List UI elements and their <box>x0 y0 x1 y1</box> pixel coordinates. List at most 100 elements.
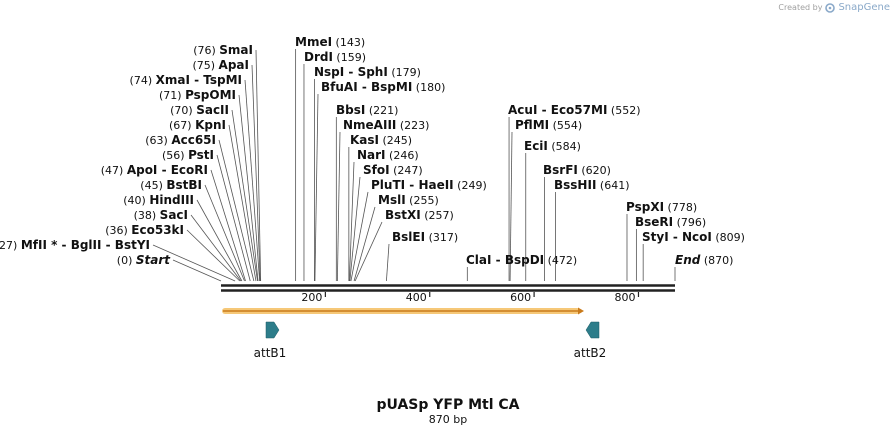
site-bsshii[interactable]: BssHII (641) <box>554 178 629 192</box>
site-label[interactable]: (27) MfII * - BglII - BstYI <box>0 238 150 252</box>
site-kpni[interactable]: (67) KpnI <box>169 118 226 132</box>
site-label[interactable]: PluTI - HaeII (249) <box>371 178 487 192</box>
site-pspxi[interactable]: PspXI (778) <box>626 200 697 214</box>
site-label[interactable]: KasI (245) <box>350 133 412 147</box>
site-clai[interactable]: ClaI - BspDI (472) <box>466 253 577 267</box>
site-label[interactable]: (75) ApaI <box>192 58 249 72</box>
site-nari[interactable]: NarI (246) <box>357 148 419 162</box>
site-bsrfi[interactable]: BsrFI (620) <box>543 163 611 177</box>
site-hindiii[interactable]: (40) HindIII <box>123 193 194 207</box>
site-label[interactable]: BssHII (641) <box>554 178 629 192</box>
site-label[interactable]: DrdI (159) <box>304 50 366 64</box>
site-position: (70) <box>170 104 196 117</box>
enzyme-name: Eco53kI <box>131 223 184 237</box>
site-label[interactable]: SfoI (247) <box>363 163 423 177</box>
site-label[interactable]: (40) HindIII <box>123 193 194 207</box>
site-label[interactable]: (67) KpnI <box>169 118 226 132</box>
site-pspomi[interactable]: (71) PspOMI <box>159 88 236 102</box>
site-label[interactable]: BstXI (257) <box>385 208 454 222</box>
site-start[interactable]: (0) Start <box>117 253 171 267</box>
site-apai[interactable]: (75) ApaI <box>192 58 249 72</box>
site-label[interactable]: (47) ApoI - EcoRI <box>101 163 208 177</box>
site-end[interactable]: End (870) <box>675 253 733 267</box>
site-label[interactable]: NspI - SphI (179) <box>314 65 421 79</box>
site-label[interactable]: BfuAI - BspMI (180) <box>321 80 445 94</box>
site-position: (796) <box>673 216 706 229</box>
enzyme-name: BseRI <box>635 215 673 229</box>
site-drdi[interactable]: DrdI (159) <box>304 50 366 64</box>
site-label[interactable]: AcuI - Eco57MI (552) <box>508 103 640 117</box>
site-sacii[interactable]: (70) SacII <box>170 103 229 117</box>
site-label[interactable]: BbsI (221) <box>336 103 398 117</box>
site-position: (27) <box>0 239 21 252</box>
feature-attb1-arrow-icon[interactable] <box>265 321 280 339</box>
site-label[interactable]: (45) BstBI <box>140 178 202 192</box>
site-label[interactable]: BslEI (317) <box>392 230 458 244</box>
site-apoi[interactable]: (47) ApoI - EcoRI <box>101 163 208 177</box>
site-label[interactable]: BsrFI (620) <box>543 163 611 177</box>
enzyme-name: BsrFI <box>543 163 578 177</box>
brand-name: SnapGene <box>838 2 890 13</box>
site-bstbi[interactable]: (45) BstBI <box>140 178 202 192</box>
site-nspi[interactable]: NspI - SphI (179) <box>314 65 421 79</box>
site-label[interactable]: EciI (584) <box>524 139 581 153</box>
site-label[interactable]: StyI - NcoI (809) <box>642 230 745 244</box>
site-acui[interactable]: AcuI - Eco57MI (552) <box>508 103 640 117</box>
site-bfuai[interactable]: BfuAI - BspMI (180) <box>321 80 445 94</box>
site-label[interactable]: (56) PstI <box>162 148 214 162</box>
site-mmei[interactable]: MmeI (143) <box>295 35 365 49</box>
site-msli[interactable]: MslI (255) <box>378 193 439 207</box>
site-leader <box>204 184 245 282</box>
site-mfii[interactable]: (27) MfII * - BglII - BstYI <box>0 238 150 252</box>
site-bstxi[interactable]: BstXI (257) <box>385 208 454 222</box>
site-nmeaiii[interactable]: NmeAIII (223) <box>343 118 429 132</box>
site-label[interactable]: NarI (246) <box>357 148 419 162</box>
site-psti[interactable]: (56) PstI <box>162 148 214 162</box>
site-label[interactable]: (0) Start <box>117 253 171 267</box>
site-position: (143) <box>332 36 365 49</box>
enzyme-name: BbsI <box>336 103 365 117</box>
site-saci[interactable]: (38) SacI <box>134 208 188 222</box>
site-label[interactable]: MmeI (143) <box>295 35 365 49</box>
site-styi[interactable]: StyI - NcoI (809) <box>642 230 745 244</box>
enzyme-name: AcuI - Eco57MI <box>508 103 607 117</box>
site-leader <box>350 191 369 282</box>
site-label[interactable]: (36) Eco53kI <box>105 223 184 237</box>
site-label[interactable]: BseRI (796) <box>635 215 706 229</box>
site-acc65i[interactable]: (63) Acc65I <box>145 133 216 147</box>
feature-attb1-label[interactable]: attB1 <box>254 346 287 360</box>
site-label[interactable]: NmeAIII (223) <box>343 118 429 132</box>
site-sfoi[interactable]: SfoI (247) <box>363 163 423 177</box>
site-kasi[interactable]: KasI (245) <box>350 133 412 147</box>
site-label[interactable]: (63) Acc65I <box>145 133 216 147</box>
site-label[interactable]: ClaI - BspDI (472) <box>466 253 577 267</box>
site-bseri[interactable]: BseRI (796) <box>635 215 706 229</box>
site-pluti[interactable]: PluTI - HaeII (249) <box>371 178 487 192</box>
site-leader <box>386 243 390 282</box>
site-eco53ki[interactable]: (36) Eco53kI <box>105 223 184 237</box>
ruler-tick-label: 400 <box>406 291 427 304</box>
site-label[interactable]: (70) SacII <box>170 103 229 117</box>
feature-attb2-label[interactable]: attB2 <box>574 346 607 360</box>
site-leader <box>231 109 258 282</box>
site-label[interactable]: (38) SacI <box>134 208 188 222</box>
site-bbsi[interactable]: BbsI (221) <box>336 103 398 117</box>
site-label[interactable]: (74) XmaI - TspMI <box>130 73 242 87</box>
feature-attb2-arrow-icon[interactable] <box>585 321 600 339</box>
site-label[interactable]: PflMI (554) <box>515 118 582 132</box>
snapgene-brand: Created by SnapGene <box>778 2 890 13</box>
site-label[interactable]: End (870) <box>675 253 733 267</box>
site-pflmi[interactable]: PflMI (554) <box>515 118 582 132</box>
site-label[interactable]: PspXI (778) <box>626 200 697 214</box>
site-leader <box>186 229 241 282</box>
enzyme-name: SfoI <box>363 163 390 177</box>
site-label[interactable]: (71) PspOMI <box>159 88 236 102</box>
site-position: (179) <box>388 66 421 79</box>
site-xmai[interactable]: (74) XmaI - TspMI <box>130 73 242 87</box>
site-smai[interactable]: (76) SmaI <box>193 43 253 57</box>
site-label[interactable]: (76) SmaI <box>193 43 253 57</box>
site-ecii[interactable]: EciI (584) <box>524 139 581 153</box>
site-leader <box>152 244 236 282</box>
site-bslei[interactable]: BslEI (317) <box>392 230 458 244</box>
site-label[interactable]: MslI (255) <box>378 193 439 207</box>
